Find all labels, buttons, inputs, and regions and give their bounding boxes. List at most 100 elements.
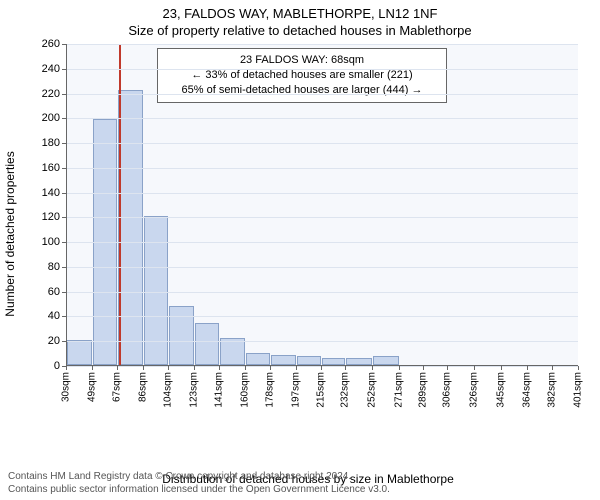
x-tick-label: 289sqm bbox=[418, 372, 429, 408]
y-tick-label: 60 bbox=[36, 286, 60, 298]
y-tick-mark bbox=[62, 292, 66, 293]
y-tick-label: 40 bbox=[36, 310, 60, 322]
y-tick-mark bbox=[62, 94, 66, 95]
x-tick-mark bbox=[66, 366, 67, 370]
y-tick-label: 80 bbox=[36, 261, 60, 273]
x-tick-label: 104sqm bbox=[163, 372, 174, 408]
y-tick-mark bbox=[62, 242, 66, 243]
x-tick-label: 141sqm bbox=[214, 372, 225, 408]
gridline bbox=[67, 69, 578, 70]
x-tick-label: 197sqm bbox=[291, 372, 302, 408]
x-tick-label: 382sqm bbox=[546, 372, 557, 408]
x-tick-mark bbox=[578, 366, 579, 370]
x-tick-label: 30sqm bbox=[61, 372, 72, 402]
x-tick-label: 326sqm bbox=[469, 372, 480, 408]
gridline bbox=[67, 168, 578, 169]
y-tick-label: 240 bbox=[36, 63, 60, 75]
x-tick-mark bbox=[143, 366, 144, 370]
plot-area: 23 FALDOS WAY: 68sqm ← 33% of detached h… bbox=[66, 44, 578, 366]
x-tick-label: 306sqm bbox=[441, 372, 452, 408]
x-tick-mark bbox=[501, 366, 502, 370]
x-tick-mark bbox=[194, 366, 195, 370]
gridline bbox=[67, 94, 578, 95]
y-tick-mark bbox=[62, 118, 66, 119]
gridline bbox=[67, 118, 578, 119]
gridline bbox=[67, 193, 578, 194]
x-tick-label: 401sqm bbox=[573, 372, 584, 408]
page-address: 23, FALDOS WAY, MABLETHORPE, LN12 1NF bbox=[0, 6, 600, 21]
footer-line2: Contains public sector information licen… bbox=[8, 483, 390, 496]
y-tick-mark bbox=[62, 267, 66, 268]
x-tick-mark bbox=[219, 366, 220, 370]
y-tick-mark bbox=[62, 44, 66, 45]
gridline bbox=[67, 143, 578, 144]
bar bbox=[297, 356, 321, 365]
bar bbox=[246, 353, 270, 365]
x-tick-mark bbox=[527, 366, 528, 370]
x-tick-mark bbox=[423, 366, 424, 370]
gridline bbox=[67, 341, 578, 342]
y-tick-label: 160 bbox=[36, 162, 60, 174]
page-subtitle: Size of property relative to detached ho… bbox=[0, 23, 600, 38]
gridline bbox=[67, 242, 578, 243]
gridline bbox=[67, 267, 578, 268]
annotation-line3: 65% of semi-detached houses are larger (… bbox=[166, 83, 438, 98]
x-tick-mark bbox=[552, 366, 553, 370]
bar bbox=[373, 356, 398, 365]
y-tick-label: 20 bbox=[36, 335, 60, 347]
footer-attribution: Contains HM Land Registry data © Crown c… bbox=[8, 470, 390, 496]
gridline bbox=[67, 217, 578, 218]
y-tick-label: 260 bbox=[36, 38, 60, 50]
x-tick-mark bbox=[321, 366, 322, 370]
x-tick-label: 271sqm bbox=[393, 372, 404, 408]
x-tick-mark bbox=[296, 366, 297, 370]
x-tick-label: 160sqm bbox=[240, 372, 251, 408]
bar bbox=[144, 216, 168, 365]
gridline bbox=[67, 292, 578, 293]
footer-line1: Contains HM Land Registry data © Crown c… bbox=[8, 470, 390, 483]
x-tick-mark bbox=[447, 366, 448, 370]
x-tick-mark bbox=[117, 366, 118, 370]
chart-container: Number of detached properties 23 FALDOS … bbox=[38, 44, 578, 424]
bar bbox=[322, 358, 344, 365]
x-tick-label: 86sqm bbox=[138, 372, 149, 402]
x-tick-mark bbox=[345, 366, 346, 370]
gridline bbox=[67, 316, 578, 317]
y-tick-mark bbox=[62, 143, 66, 144]
annotation-line1: 23 FALDOS WAY: 68sqm bbox=[166, 53, 438, 68]
bar bbox=[195, 323, 219, 365]
x-tick-mark bbox=[168, 366, 169, 370]
y-tick-label: 220 bbox=[36, 88, 60, 100]
y-tick-label: 140 bbox=[36, 187, 60, 199]
y-tick-label: 0 bbox=[36, 360, 60, 372]
x-tick-label: 345sqm bbox=[495, 372, 506, 408]
y-tick-label: 180 bbox=[36, 137, 60, 149]
bar bbox=[346, 358, 373, 365]
y-tick-mark bbox=[62, 341, 66, 342]
y-tick-mark bbox=[62, 69, 66, 70]
bar bbox=[67, 340, 92, 365]
x-tick-label: 215sqm bbox=[316, 372, 327, 408]
x-tick-mark bbox=[245, 366, 246, 370]
y-tick-mark bbox=[62, 316, 66, 317]
x-tick-label: 67sqm bbox=[112, 372, 123, 402]
bar bbox=[169, 306, 194, 365]
x-tick-mark bbox=[270, 366, 271, 370]
bar bbox=[118, 90, 143, 365]
x-tick-label: 252sqm bbox=[367, 372, 378, 408]
x-tick-mark bbox=[372, 366, 373, 370]
x-tick-label: 123sqm bbox=[189, 372, 200, 408]
x-tick-mark bbox=[474, 366, 475, 370]
x-tick-mark bbox=[399, 366, 400, 370]
y-tick-mark bbox=[62, 168, 66, 169]
y-tick-label: 200 bbox=[36, 112, 60, 124]
y-axis-label: Number of detached properties bbox=[3, 151, 17, 316]
y-tick-mark bbox=[62, 193, 66, 194]
y-tick-mark bbox=[62, 217, 66, 218]
y-tick-label: 100 bbox=[36, 236, 60, 248]
x-tick-label: 49sqm bbox=[87, 372, 98, 402]
x-tick-label: 364sqm bbox=[521, 372, 532, 408]
x-tick-label: 178sqm bbox=[265, 372, 276, 408]
bar bbox=[271, 355, 296, 365]
annotation-line2: ← 33% of detached houses are smaller (22… bbox=[166, 68, 438, 83]
